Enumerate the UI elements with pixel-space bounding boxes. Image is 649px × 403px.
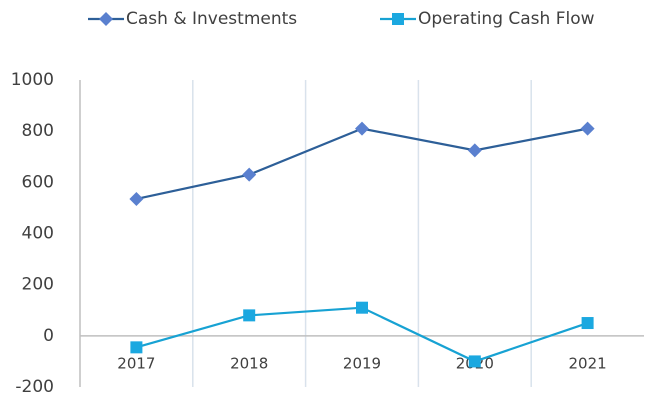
legend-label: Cash & Investments bbox=[126, 9, 297, 29]
marker bbox=[99, 12, 113, 26]
marker bbox=[355, 121, 369, 136]
y-tick-label: 200 bbox=[22, 275, 54, 295]
marker bbox=[581, 317, 594, 330]
series-line bbox=[136, 127, 588, 201]
y-tick-label: 1000 bbox=[11, 70, 54, 90]
marker bbox=[130, 341, 143, 354]
marker bbox=[467, 143, 482, 158]
marker bbox=[129, 191, 144, 206]
y-tick-label: 600 bbox=[22, 172, 54, 192]
legend-label: Operating Cash Flow bbox=[418, 9, 595, 29]
x-tick-label: 2021 bbox=[569, 354, 607, 372]
marker bbox=[243, 309, 256, 322]
marker bbox=[356, 301, 368, 314]
x-tick-label: 2019 bbox=[343, 354, 381, 372]
y-tick-label: 400 bbox=[22, 224, 54, 244]
marker bbox=[468, 355, 481, 368]
marker bbox=[580, 121, 595, 136]
y-tick-label: -200 bbox=[15, 377, 54, 397]
x-tick-label: 2017 bbox=[117, 354, 155, 372]
marker bbox=[242, 167, 257, 182]
y-tick-label: 800 bbox=[22, 121, 54, 141]
y-tick-label: 0 bbox=[43, 326, 54, 346]
x-tick-label: 2018 bbox=[230, 354, 268, 372]
marker bbox=[392, 13, 404, 25]
